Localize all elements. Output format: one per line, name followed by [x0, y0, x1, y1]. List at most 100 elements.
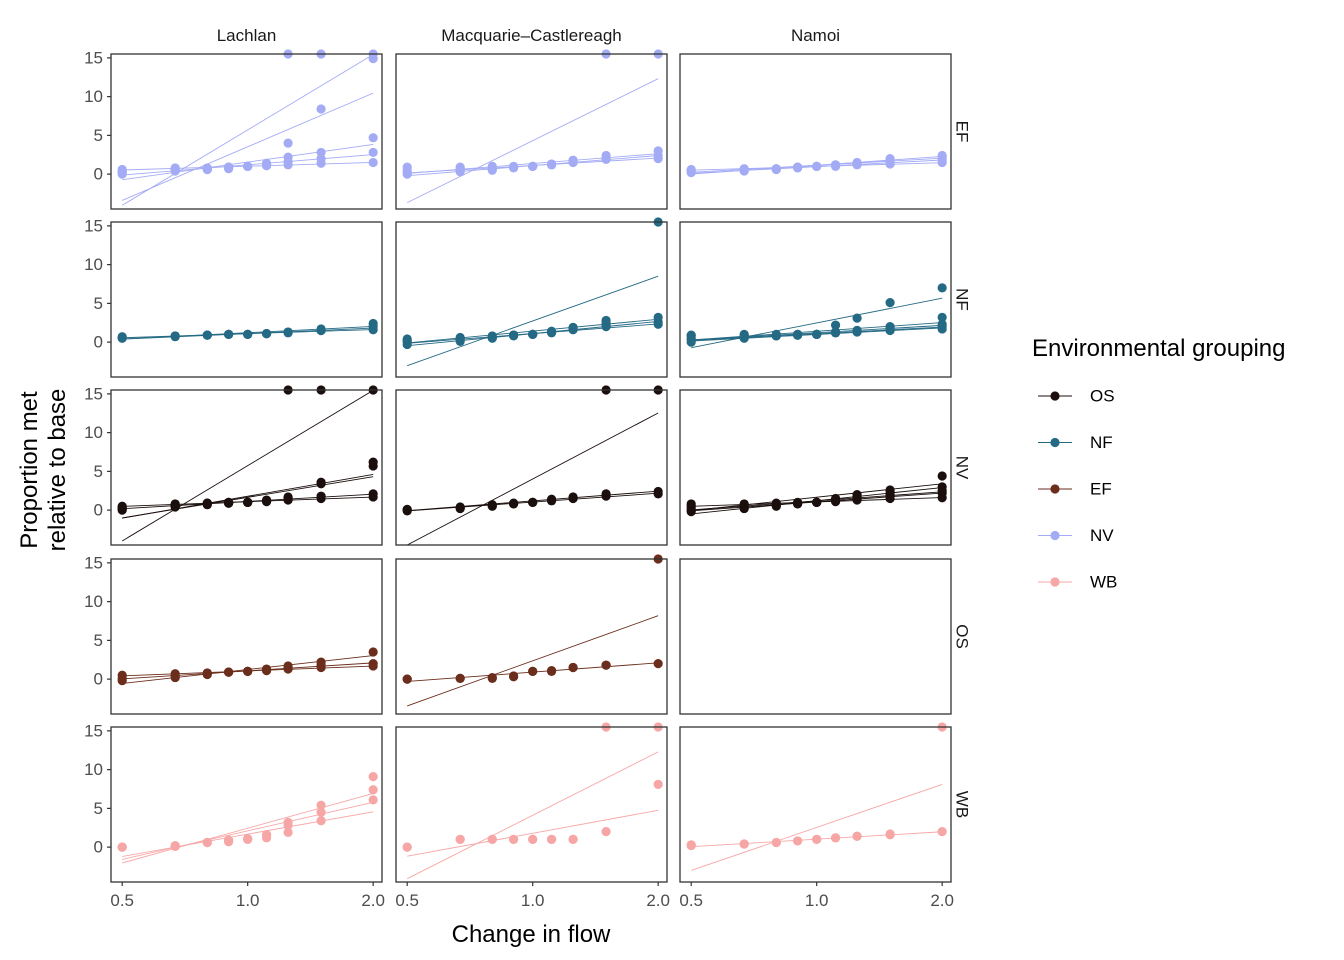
- data-point: [771, 498, 781, 508]
- data-point: [528, 834, 538, 844]
- data-point: [601, 150, 611, 161]
- fit-line: [691, 783, 943, 871]
- y-tick-label: 15: [84, 721, 103, 740]
- legend-label: NF: [1090, 433, 1113, 452]
- data-point: [261, 664, 272, 674]
- y-tick-label: 0: [94, 333, 103, 352]
- data-point: [316, 807, 326, 817]
- data-point: [653, 779, 663, 789]
- data-point: [739, 499, 749, 509]
- data-point: [509, 834, 519, 844]
- data-point: [402, 674, 412, 684]
- data-point: [601, 318, 611, 328]
- data-point: [455, 503, 465, 514]
- data-point: [653, 312, 663, 322]
- data-point: [885, 322, 895, 332]
- y-tick-label: 0: [94, 501, 103, 520]
- data-point: [243, 329, 253, 339]
- data-point: [812, 329, 822, 339]
- fit-line: [407, 78, 659, 204]
- panel-border: [395, 558, 668, 715]
- panel-border: [679, 558, 952, 715]
- data-point: [368, 133, 378, 143]
- data-point: [455, 834, 465, 844]
- legend-item-os: OS: [1038, 387, 1115, 406]
- data-point: [170, 500, 180, 510]
- data-point: [509, 330, 519, 340]
- data-point: [601, 827, 611, 837]
- data-point: [739, 164, 749, 174]
- data-point: [739, 839, 749, 849]
- data-point: [368, 489, 378, 499]
- data-point: [368, 795, 378, 805]
- data-point: [812, 834, 822, 844]
- data-point: [283, 827, 293, 838]
- facet-label-macquarie-castlereagh: Macquarie–Castlereagh: [441, 26, 622, 45]
- fit-lines: [406, 751, 659, 880]
- data-point: [830, 320, 841, 330]
- panel-nv-lachlan: [110, 385, 383, 546]
- data-point: [261, 329, 272, 339]
- data-point: [316, 324, 326, 334]
- panel-wb-macquarie-castlereagh: [395, 722, 668, 883]
- y-axis-title-line-2: relative to base: [44, 389, 71, 552]
- data-point: [316, 491, 326, 501]
- fit-line: [122, 92, 374, 201]
- y-tick-label: 5: [94, 799, 103, 818]
- data-point: [568, 155, 578, 165]
- legend-label: EF: [1090, 480, 1112, 499]
- facet-label-lachlan: Lachlan: [217, 26, 277, 45]
- data-point: [830, 161, 841, 171]
- y-tick-label: 5: [94, 462, 103, 481]
- fit-line: [122, 793, 374, 864]
- data-point: [170, 672, 180, 683]
- data-point: [117, 676, 127, 686]
- y-tick-label: 15: [84, 216, 103, 235]
- legend-item-nf: NF: [1038, 433, 1113, 452]
- data-point: [202, 163, 212, 173]
- panel-ef-macquarie-castlereagh: [395, 49, 668, 210]
- fit-lines: [121, 54, 374, 206]
- data-point: [885, 298, 895, 308]
- legend-key-point: [1050, 437, 1060, 448]
- data-point: [852, 325, 862, 336]
- data-point: [830, 833, 841, 843]
- data-point: [653, 486, 663, 497]
- fit-lines: [407, 275, 659, 367]
- legend-item-nv: NV: [1038, 526, 1114, 545]
- legend-item-ef: EF: [1038, 480, 1112, 499]
- data-point: [653, 659, 663, 669]
- fit-line: [691, 297, 943, 349]
- legend-item-wb: WB: [1038, 573, 1117, 592]
- y-tick-label: 5: [94, 631, 103, 650]
- x-tick-label: 0.5: [110, 891, 134, 910]
- data-point: [937, 482, 947, 492]
- panel-nv-namoi: [679, 389, 952, 546]
- data-point: [528, 666, 538, 676]
- data-point: [885, 493, 895, 504]
- panel-nf-namoi: [679, 221, 952, 378]
- data-point: [937, 471, 947, 481]
- data-point: [509, 672, 519, 682]
- data-point: [368, 785, 378, 795]
- data-point: [528, 497, 538, 507]
- data-point: [739, 329, 749, 339]
- fit-lines: [407, 615, 659, 707]
- data-point: [937, 150, 947, 161]
- data-point: [487, 834, 497, 844]
- data-point: [224, 835, 234, 845]
- fit-line: [691, 483, 943, 512]
- data-point: [568, 834, 578, 844]
- data-point: [509, 161, 519, 171]
- data-point: [771, 164, 781, 174]
- panel-border: [395, 221, 668, 378]
- data-point: [261, 496, 272, 506]
- y-tick-label: 10: [84, 592, 103, 611]
- data-point: [830, 327, 841, 337]
- data-point: [224, 497, 234, 507]
- fit-line: [406, 412, 659, 545]
- x-tick-label: 2.0: [646, 891, 670, 910]
- data-point: [402, 335, 412, 346]
- panel-os-namoi: [679, 558, 952, 715]
- data-point: [316, 477, 326, 487]
